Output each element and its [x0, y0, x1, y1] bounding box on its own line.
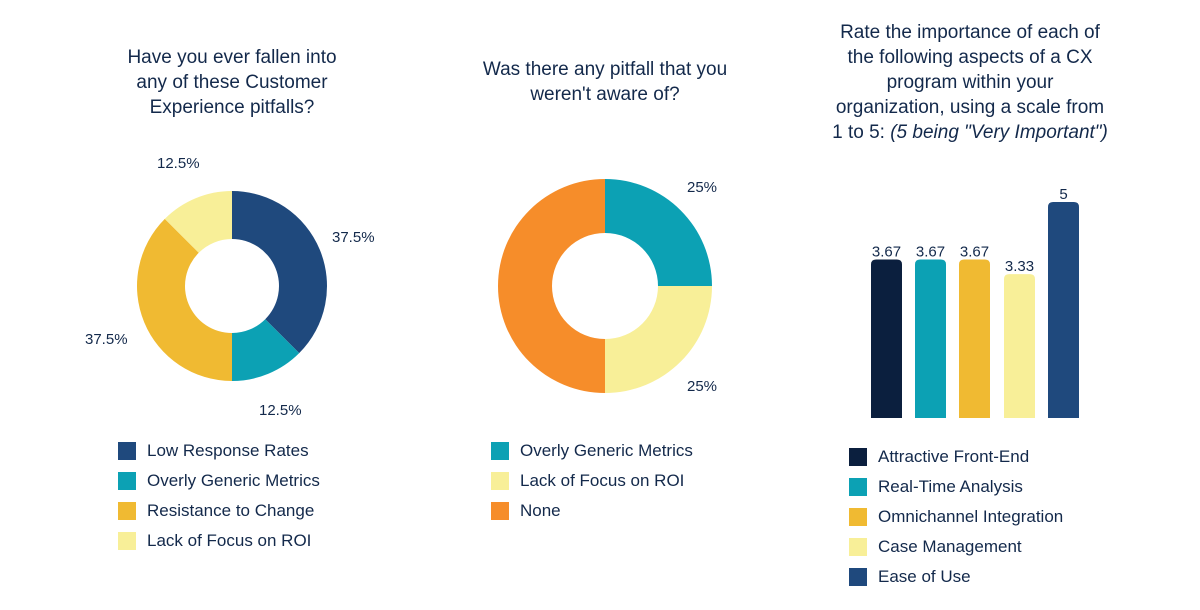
- bar-ease-of-use: [1048, 202, 1079, 418]
- donut-chart-1: 37.5% 12.5% 37.5% 12.5%: [85, 155, 375, 419]
- legend-label: Ease of Use: [878, 567, 971, 586]
- chart3-title: Rate the importance of each of the follo…: [800, 20, 1140, 145]
- legend-label: Omnichannel Integration: [878, 507, 1064, 526]
- bar-case-management: [1004, 274, 1035, 418]
- donut-slice-none: [498, 179, 605, 393]
- chart3-title-line: 1 to 5: (5 being "Very Important"): [800, 120, 1140, 145]
- legend-swatch: [491, 472, 509, 490]
- chart3-title-line: organization, using a scale from: [835, 97, 1105, 118]
- legend-item-none: None: [491, 496, 693, 526]
- slice-label-lack-of-focus-on-roi: 25%: [687, 378, 717, 395]
- slice-label-resistance-to-change: 37.5%: [85, 331, 128, 348]
- slice-label-low-response-rates: 37.5%: [332, 229, 375, 246]
- legend-label: Real-Time Analysis: [878, 477, 1023, 496]
- legend-swatch: [118, 532, 136, 550]
- donut-slice-overly-generic-metrics: [232, 319, 300, 381]
- legend-item-lack-of-focus-on-roi: Lack of Focus on ROI: [491, 466, 693, 496]
- chart3-legend: Attractive Front-End Real-Time Analysis Om…: [849, 442, 1063, 592]
- chart1-title-line: Experience pitfalls?: [149, 97, 315, 118]
- bar-chart: 3.67 3.67 3.67 3.33 5: [871, 186, 1079, 418]
- donut-slice-lack-of-focus-on-roi: [164, 191, 232, 253]
- legend-swatch: [849, 448, 867, 466]
- chart2-title-line: Was there any pitfall that you: [482, 59, 728, 80]
- legend-item-attractive-front-end: Attractive Front-End: [849, 442, 1063, 472]
- legend-swatch: [118, 442, 136, 460]
- bar-value-label: 3.33: [1005, 258, 1034, 275]
- legend-label: Overly Generic Metrics: [520, 441, 693, 460]
- bar-attractive-front-end: [871, 259, 902, 418]
- legend-label: None: [520, 501, 561, 520]
- legend-label: Lack of Focus on ROI: [520, 471, 685, 490]
- chart3-title-plain: 1 to 5:: [832, 122, 891, 143]
- chart1-title-line: Have you ever fallen into: [127, 47, 337, 68]
- chart1-legend: Low Response Rates Overly Generic Metrics…: [118, 436, 320, 556]
- chart1-title-line: any of these Customer: [136, 72, 328, 93]
- donut-slice-low-response-rates: [232, 191, 327, 354]
- legend-item-real-time-analysis: Real-Time Analysis: [849, 472, 1063, 502]
- legend-label: Lack of Focus on ROI: [147, 531, 312, 550]
- slice-label-overly-generic-metrics: 25%: [687, 179, 717, 196]
- legend-swatch: [491, 442, 509, 460]
- chart2-title: Was there any pitfall that you weren't a…: [445, 57, 765, 107]
- donut-slice-overly-generic-metrics: [605, 179, 712, 286]
- slice-label-lack-of-focus-on-roi: 12.5%: [157, 155, 200, 172]
- legend-item-ease-of-use: Ease of Use: [849, 562, 1063, 592]
- chart3-title-line: program within your: [886, 72, 1054, 93]
- legend-item-case-management: Case Management: [849, 532, 1063, 562]
- bar-value-label: 3.67: [960, 243, 989, 260]
- donut-slice-lack-of-focus-on-roi: [605, 286, 712, 393]
- legend-swatch: [849, 538, 867, 556]
- chart3-title-italic: (5 being "Very Important"): [890, 122, 1108, 143]
- legend-swatch: [118, 472, 136, 490]
- bar-real-time-analysis: [915, 259, 946, 418]
- legend-swatch: [849, 478, 867, 496]
- chart2-title-line: weren't aware of?: [530, 84, 680, 105]
- legend-label: Case Management: [878, 537, 1022, 556]
- chart2-legend: Overly Generic Metrics Lack of Focus on R…: [491, 436, 693, 526]
- chart3-title-line: the following aspects of a CX: [847, 47, 1093, 68]
- legend-item-overly-generic-metrics: Overly Generic Metrics: [491, 436, 693, 466]
- donut-chart-2: 25% 25%: [498, 179, 717, 395]
- legend-item-overly-generic-metrics: Overly Generic Metrics: [118, 466, 320, 496]
- chart1-title: Have you ever fallen into any of these C…: [82, 45, 382, 120]
- bar-omnichannel-integration: [959, 259, 990, 418]
- legend-swatch: [491, 502, 509, 520]
- bar-value-label: 5: [1059, 186, 1067, 203]
- bar-value-label: 3.67: [916, 243, 945, 260]
- bar-value-label: 3.67: [872, 243, 901, 260]
- legend-item-omnichannel-integration: Omnichannel Integration: [849, 502, 1063, 532]
- legend-label: Overly Generic Metrics: [147, 471, 320, 490]
- legend-swatch: [849, 508, 867, 526]
- legend-swatch: [118, 502, 136, 520]
- legend-label: Low Response Rates: [147, 441, 309, 460]
- legend-swatch: [849, 568, 867, 586]
- chart3-title-line: Rate the importance of each of: [840, 22, 1100, 43]
- legend-label: Resistance to Change: [147, 501, 315, 520]
- slice-label-overly-generic-metrics: 12.5%: [259, 402, 302, 419]
- legend-item-low-response-rates: Low Response Rates: [118, 436, 320, 466]
- donut-slice-resistance-to-change: [136, 218, 232, 381]
- legend-item-resistance-to-change: Resistance to Change: [118, 496, 320, 526]
- legend-item-lack-of-focus-on-roi: Lack of Focus on ROI: [118, 526, 320, 556]
- legend-label: Attractive Front-End: [878, 447, 1030, 466]
